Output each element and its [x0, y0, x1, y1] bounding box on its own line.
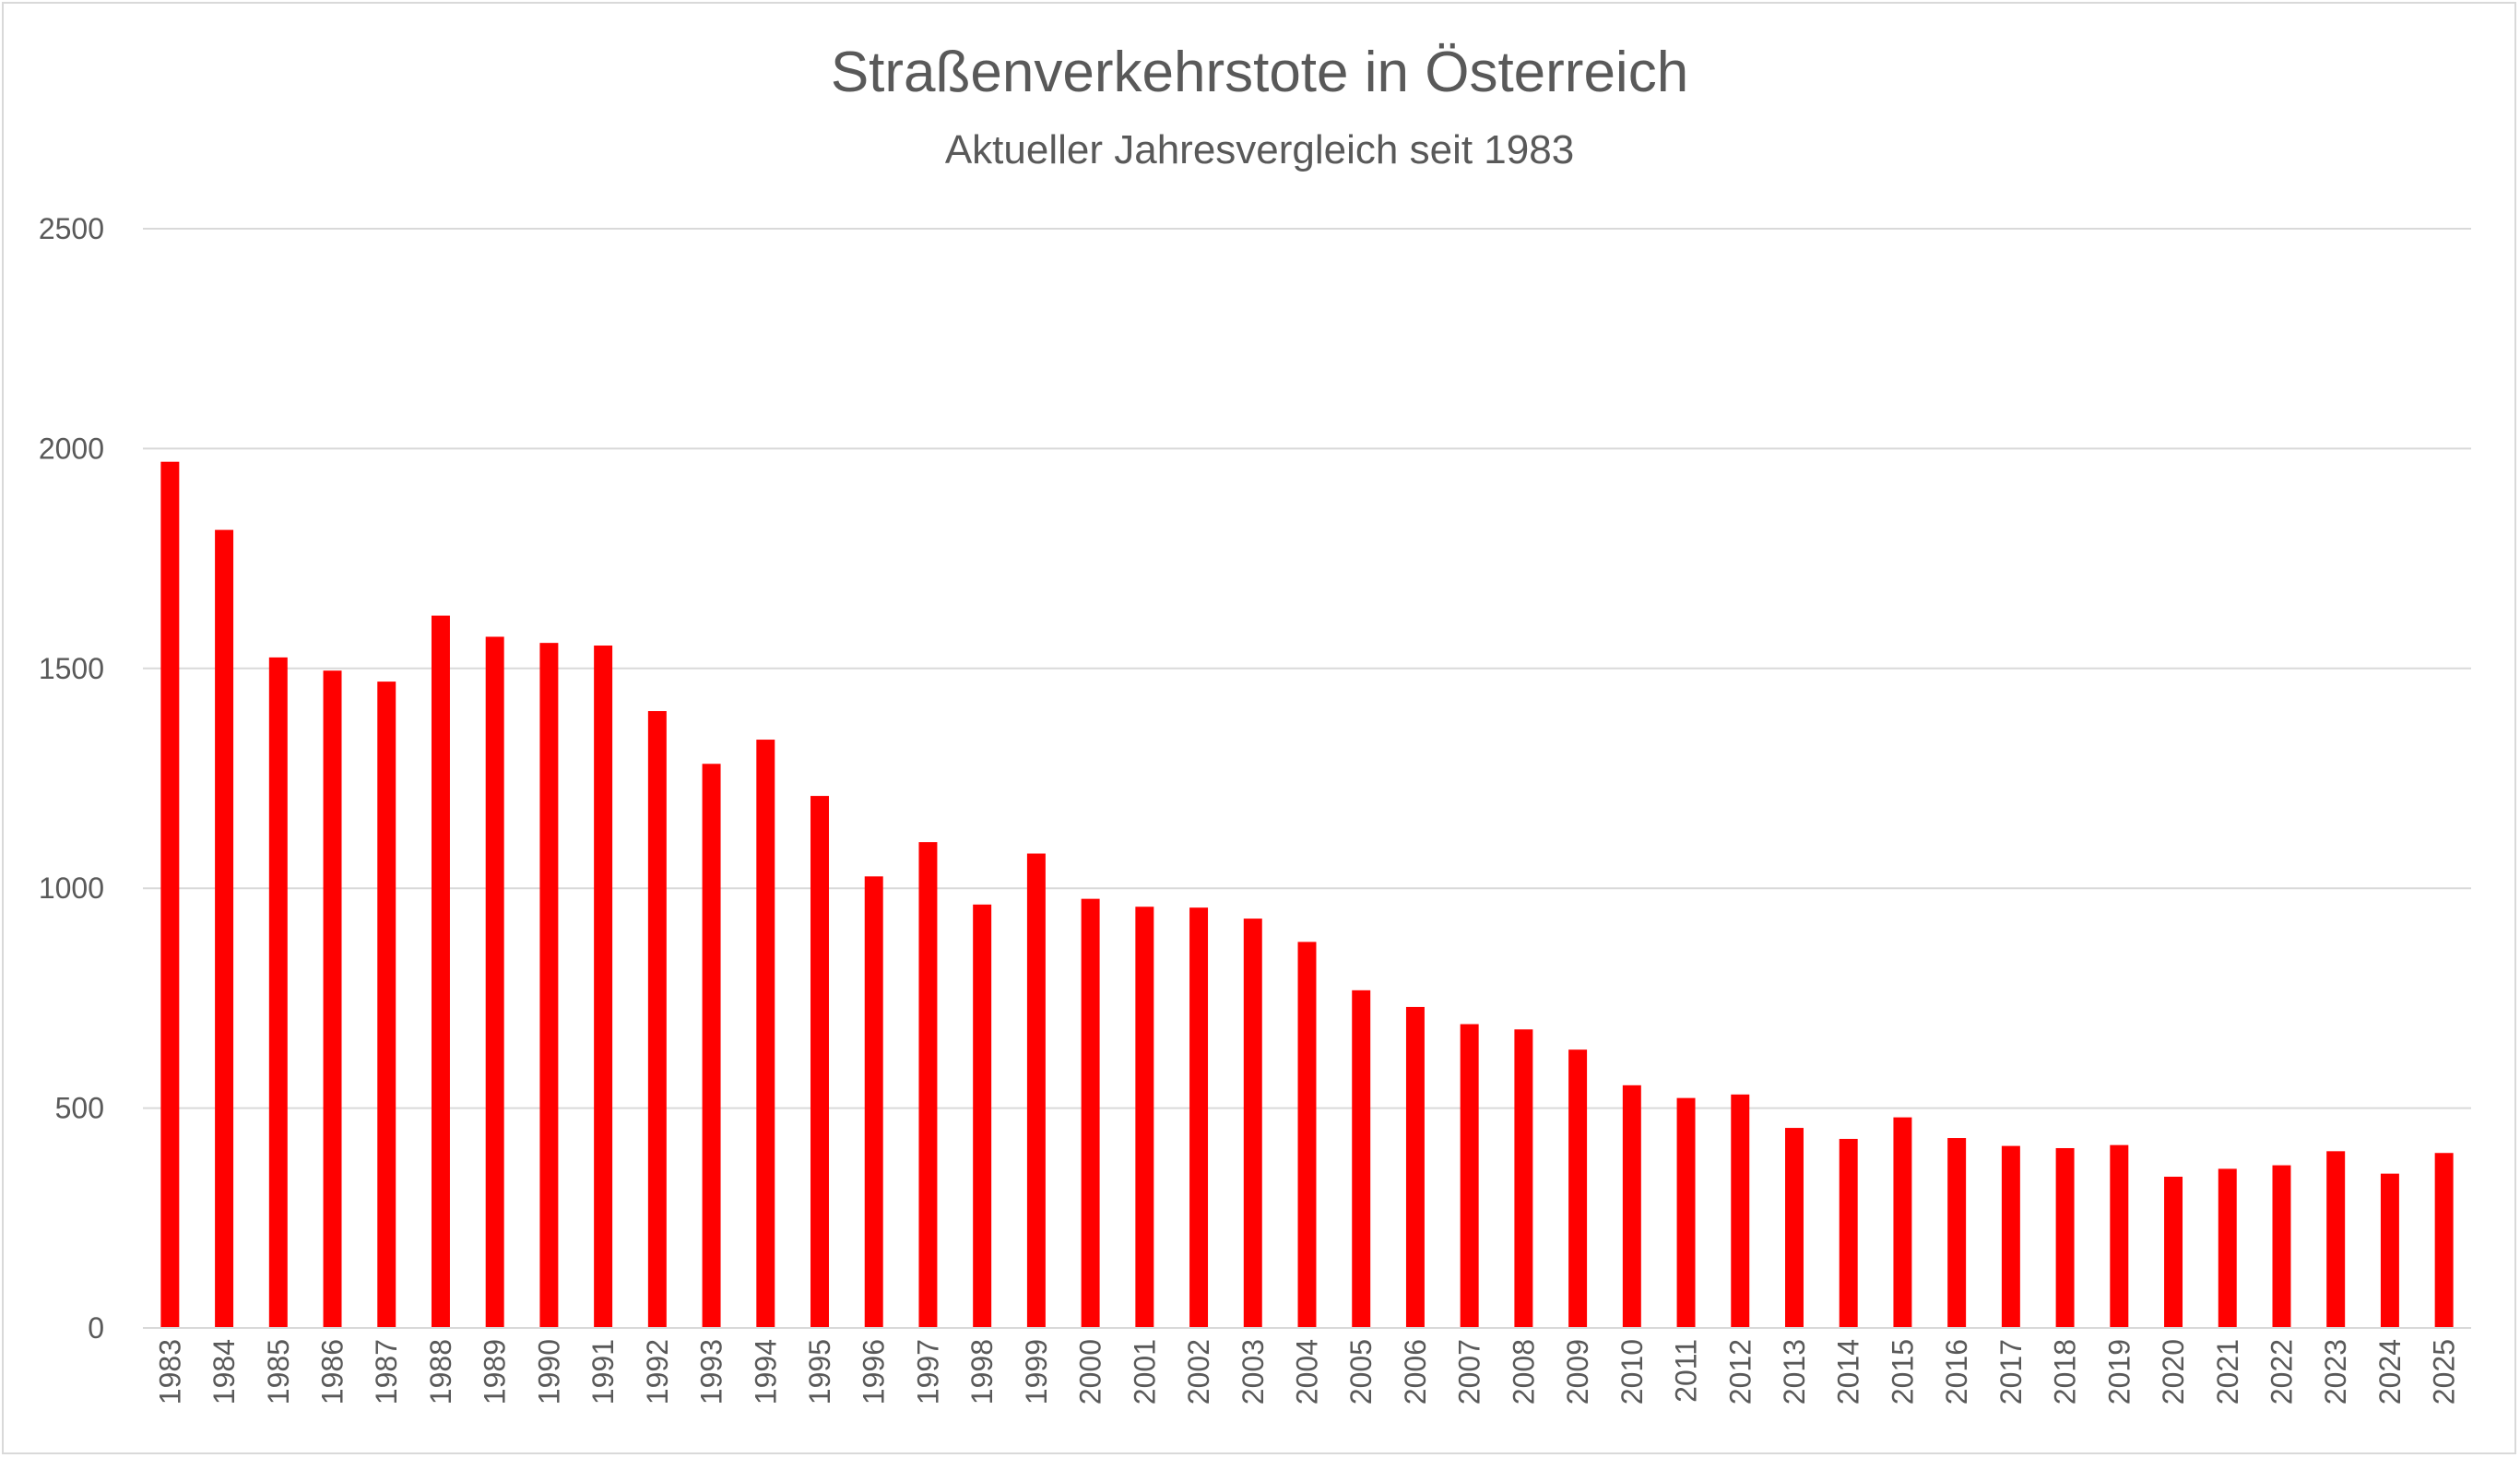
y-tick-label: 0 [88, 1311, 104, 1345]
bar-2014 [1839, 1138, 1858, 1328]
bar-1996 [864, 876, 883, 1328]
bar-1998 [973, 904, 992, 1328]
x-tick-label: 1987 [370, 1339, 403, 1405]
x-tick-label: 2001 [1128, 1339, 1161, 1405]
x-tick-label: 2004 [1291, 1339, 1324, 1405]
bar-1997 [918, 842, 938, 1328]
y-tick-label: 1000 [39, 871, 104, 905]
x-tick-label: 2025 [2428, 1339, 2461, 1405]
x-tick-label: 2020 [2157, 1339, 2190, 1405]
x-tick-label: 2021 [2211, 1339, 2244, 1405]
x-tick-label: 2003 [1236, 1339, 1270, 1405]
x-tick-label: 2010 [1615, 1339, 1649, 1405]
bar-2023 [2326, 1151, 2346, 1328]
x-tick-label: 1985 [262, 1339, 295, 1405]
bar-2018 [2055, 1147, 2075, 1328]
x-tick-label: 1995 [803, 1339, 836, 1405]
x-tick-label: 2014 [1832, 1339, 1865, 1405]
x-tick-label: 1986 [316, 1339, 349, 1405]
bar-1991 [594, 646, 613, 1328]
x-tick-label: 2011 [1670, 1339, 1703, 1403]
bar-2019 [2110, 1144, 2129, 1328]
bar-2003 [1243, 919, 1262, 1328]
bar-2000 [1081, 898, 1100, 1328]
chart-title: Straßenverkehrstote in Österreich [831, 41, 1688, 104]
x-tick-label: 2024 [2373, 1339, 2407, 1405]
x-tick-label: 2022 [2265, 1339, 2298, 1405]
bars [160, 461, 2454, 1329]
x-tick-label: 2013 [1778, 1339, 1811, 1405]
x-tick-label: 2007 [1453, 1339, 1486, 1405]
y-axis-ticks: 0 500 1000 1500 2000 2500 [39, 212, 104, 1345]
x-tick-label: 2005 [1344, 1339, 1378, 1405]
bar-1999 [1026, 853, 1046, 1328]
x-tick-label: 1993 [695, 1339, 728, 1405]
x-tick-label: 1991 [586, 1339, 620, 1405]
x-tick-label: 1983 [153, 1339, 186, 1405]
x-tick-label: 2019 [2102, 1339, 2135, 1405]
bar-2008 [1514, 1029, 1533, 1328]
bar-2005 [1352, 990, 1371, 1328]
y-tick-label: 500 [55, 1092, 104, 1125]
x-tick-label: 2006 [1399, 1339, 1432, 1405]
x-tick-label: 1984 [207, 1339, 241, 1405]
x-tick-label: 1998 [965, 1339, 999, 1405]
y-tick-label: 2000 [39, 432, 104, 465]
bar-2001 [1135, 907, 1154, 1328]
bar-2016 [1947, 1138, 1967, 1328]
y-tick-label: 1500 [39, 652, 104, 685]
bar-2022 [2272, 1165, 2291, 1328]
x-tick-label: 1989 [479, 1339, 512, 1405]
x-tick-label: 1994 [749, 1339, 782, 1405]
gridlines [143, 228, 2471, 1109]
bar-2025 [2434, 1153, 2454, 1328]
bar-1988 [431, 615, 450, 1328]
bar-1985 [268, 657, 288, 1328]
x-tick-label: 1999 [1020, 1339, 1053, 1405]
x-axis-ticks: 1983 1984 1985 1986 1987 1988 1989 1990 1991 1992… [153, 1339, 2460, 1405]
bar-1984 [215, 529, 234, 1328]
bar-2012 [1731, 1094, 1750, 1328]
bar-2021 [2218, 1168, 2237, 1328]
x-tick-label: 1997 [911, 1339, 944, 1405]
bar-1990 [539, 643, 559, 1328]
bar-1993 [702, 764, 721, 1328]
x-tick-label: 2002 [1182, 1339, 1215, 1405]
bar-2015 [1893, 1117, 1912, 1328]
bar-1986 [323, 670, 342, 1328]
x-tick-label: 2018 [2049, 1339, 2082, 1405]
x-tick-label: 2009 [1561, 1339, 1594, 1405]
bar-1994 [756, 740, 775, 1328]
x-tick-label: 1992 [641, 1339, 674, 1405]
x-tick-label: 2016 [1940, 1339, 1973, 1405]
bar-2020 [2164, 1176, 2183, 1328]
bar-2010 [1622, 1085, 1641, 1328]
bar-2011 [1676, 1097, 1696, 1328]
bar-1995 [810, 796, 829, 1328]
bar-1983 [160, 461, 180, 1329]
x-tick-label: 1988 [424, 1339, 457, 1405]
x-tick-label: 2023 [2319, 1339, 2352, 1405]
x-tick-label: 2017 [1994, 1339, 2028, 1405]
x-tick-label: 1990 [532, 1339, 565, 1405]
x-tick-label: 2015 [1886, 1339, 1919, 1405]
bar-2009 [1568, 1049, 1588, 1328]
bar-1987 [377, 682, 396, 1328]
bar-2002 [1189, 907, 1209, 1328]
x-tick-label: 2012 [1723, 1339, 1757, 1405]
x-tick-label: 1996 [858, 1339, 891, 1405]
chart-subtitle: Aktueller Jahresvergleich seit 1983 [945, 127, 1574, 172]
y-tick-label: 2500 [39, 212, 104, 245]
bar-1989 [485, 636, 504, 1328]
bar-2004 [1297, 942, 1317, 1328]
bar-2017 [2001, 1145, 2020, 1328]
bar-1992 [647, 711, 667, 1328]
bar-2024 [2380, 1173, 2399, 1328]
x-tick-label: 2000 [1074, 1339, 1107, 1405]
bar-2007 [1460, 1024, 1479, 1328]
x-tick-label: 2008 [1507, 1339, 1540, 1405]
bar-2006 [1405, 1006, 1425, 1328]
bar-2013 [1785, 1128, 1804, 1328]
